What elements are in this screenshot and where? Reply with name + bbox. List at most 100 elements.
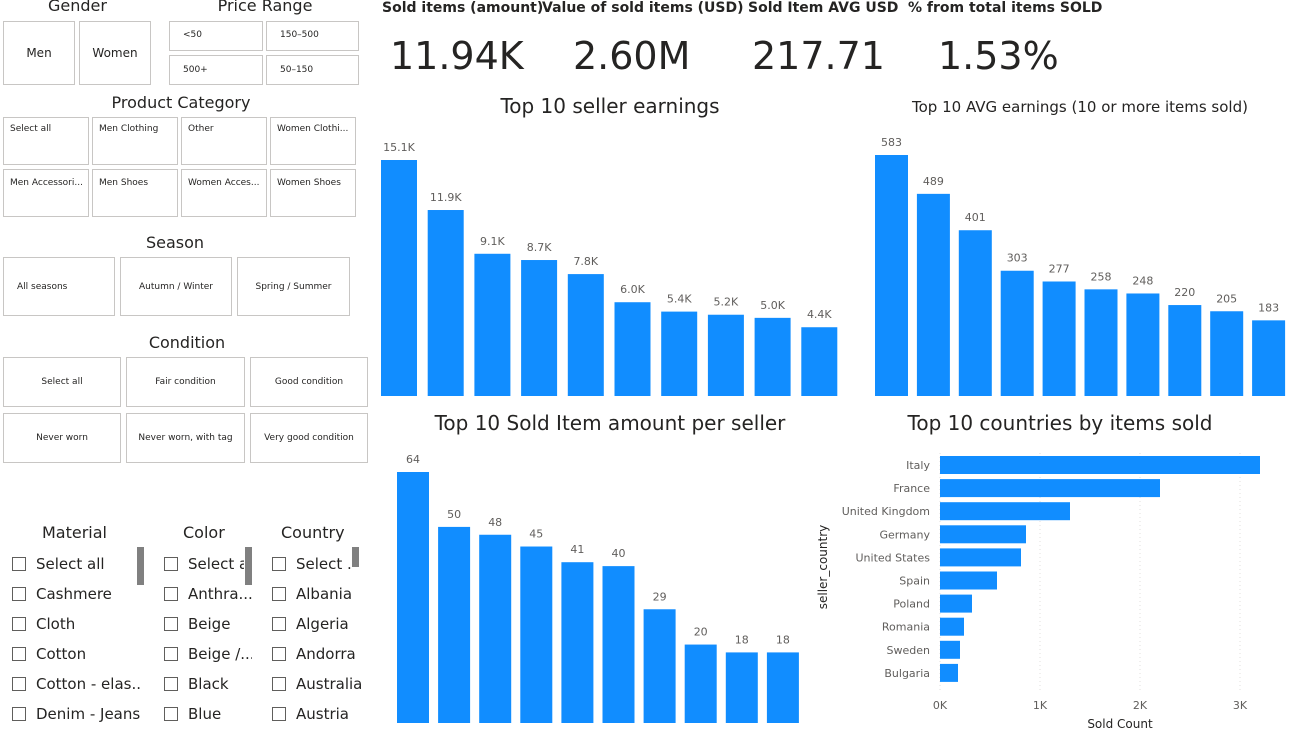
bar[interactable] <box>614 302 651 396</box>
bar[interactable] <box>567 274 604 396</box>
gender-men-button[interactable]: Men <box>3 21 75 85</box>
checkbox-icon[interactable] <box>12 617 26 631</box>
bar[interactable] <box>1000 270 1034 396</box>
material-item-cloth[interactable]: Cloth <box>12 609 140 639</box>
price-50-150-button[interactable]: 50–150 <box>266 55 359 85</box>
country-item-australia[interactable]: Australia <box>272 669 362 699</box>
bar[interactable] <box>1168 305 1202 396</box>
material-item-select-all[interactable]: Select all <box>12 549 140 579</box>
bar[interactable] <box>766 652 799 723</box>
season-all-seasons-button[interactable]: All seasons <box>3 257 115 316</box>
color-item-select-all[interactable]: Select a <box>164 549 244 579</box>
bar[interactable] <box>754 317 791 396</box>
bar[interactable] <box>427 210 464 396</box>
bar[interactable] <box>940 617 964 636</box>
price-under-50-button[interactable]: <50 <box>169 21 263 51</box>
bar[interactable] <box>1252 320 1286 396</box>
bar[interactable] <box>561 562 594 723</box>
chart-sold-amount[interactable]: 64 50 48 45 41 40 29 20 18 18 <box>385 445 810 725</box>
bar[interactable] <box>684 644 717 723</box>
bar[interactable] <box>940 640 960 659</box>
chart-avg-earnings[interactable]: 583 489 401 303 277 258 248 220 205 183 <box>865 130 1295 400</box>
category-men-accessories-button[interactable]: Men Accessori... <box>3 169 89 217</box>
bar[interactable] <box>1126 293 1160 396</box>
condition-never-worn-tag-button[interactable]: Never worn, with tag <box>126 413 245 463</box>
bar[interactable] <box>940 663 958 682</box>
bar[interactable] <box>940 525 1026 544</box>
bar[interactable] <box>661 311 698 396</box>
checkbox-icon[interactable] <box>12 557 26 571</box>
checkbox-icon[interactable] <box>12 587 26 601</box>
bar[interactable] <box>474 253 511 396</box>
bar[interactable] <box>875 155 908 396</box>
season-spring-summer-button[interactable]: Spring / Summer <box>237 257 350 316</box>
condition-fair-button[interactable]: Fair condition <box>126 357 245 407</box>
season-autumn-winter-button[interactable]: Autumn / Winter <box>120 257 232 316</box>
bar[interactable] <box>479 534 512 723</box>
bar[interactable] <box>940 571 997 590</box>
bar[interactable] <box>707 314 744 396</box>
category-other-button[interactable]: Other <box>181 117 267 165</box>
bar[interactable] <box>916 193 950 396</box>
bar[interactable] <box>520 546 553 723</box>
price-150-500-button[interactable]: 150–500 <box>266 21 359 51</box>
checkbox-icon[interactable] <box>12 707 26 721</box>
chart-seller-earnings[interactable]: 15.1K 11.9K 9.1K 8.7K 7.8K 6.0K 5.4K 5.2K 5.0K 4.… <box>370 135 850 400</box>
bar[interactable] <box>940 594 972 613</box>
material-item-cashmere[interactable]: Cashmere <box>12 579 140 609</box>
checkbox-icon[interactable] <box>272 617 286 631</box>
material-item-cotton[interactable]: Cotton <box>12 639 140 669</box>
country-item-select-all[interactable]: Select ... <box>272 549 352 579</box>
color-item-beige-other[interactable]: Beige /... <box>164 639 252 669</box>
material-item-cotton-elastane[interactable]: Cotton - elas... <box>12 669 140 699</box>
category-men-clothing-button[interactable]: Men Clothing <box>92 117 178 165</box>
country-item-andorra[interactable]: Andorra <box>272 639 362 669</box>
category-women-accessories-button[interactable]: Women Acces... <box>181 169 267 217</box>
checkbox-icon[interactable] <box>272 557 286 571</box>
material-item-denim-jeans[interactable]: Denim - Jeans <box>12 699 140 729</box>
chart-countries[interactable]: 0K 1K 2K 3K Italy France United Kingdom Germany… <box>810 445 1300 730</box>
country-scrollbar[interactable] <box>352 547 359 567</box>
condition-never-worn-button[interactable]: Never worn <box>3 413 121 463</box>
condition-very-good-button[interactable]: Very good condition <box>250 413 368 463</box>
bar[interactable] <box>940 548 1021 567</box>
bar[interactable] <box>940 479 1160 498</box>
bar[interactable] <box>602 566 635 723</box>
price-500-plus-button[interactable]: 500+ <box>169 55 263 85</box>
checkbox-icon[interactable] <box>272 587 286 601</box>
bar[interactable] <box>397 472 429 723</box>
checkbox-icon[interactable] <box>164 677 178 691</box>
gender-women-button[interactable]: Women <box>79 21 151 85</box>
color-item-blue[interactable]: Blue <box>164 699 252 729</box>
bar[interactable] <box>801 327 838 396</box>
category-women-shoes-button[interactable]: Women Shoes <box>270 169 356 217</box>
bar[interactable] <box>381 160 417 396</box>
category-select-all-button[interactable]: Select all <box>3 117 89 165</box>
category-men-shoes-button[interactable]: Men Shoes <box>92 169 178 217</box>
color-item-anthracite[interactable]: Anthra... <box>164 579 252 609</box>
country-item-austria[interactable]: Austria <box>272 699 362 729</box>
bar[interactable] <box>940 456 1260 474</box>
checkbox-icon[interactable] <box>12 677 26 691</box>
condition-select-all-button[interactable]: Select all <box>3 357 121 407</box>
category-women-clothing-button[interactable]: Women Clothi... <box>270 117 356 165</box>
color-item-beige[interactable]: Beige <box>164 609 252 639</box>
checkbox-icon[interactable] <box>164 557 178 571</box>
color-scrollbar[interactable] <box>245 547 252 585</box>
checkbox-icon[interactable] <box>272 647 286 661</box>
checkbox-icon[interactable] <box>164 707 178 721</box>
bar[interactable] <box>725 652 758 723</box>
color-item-black[interactable]: Black <box>164 669 252 699</box>
bar[interactable] <box>1042 281 1076 396</box>
country-item-albania[interactable]: Albania <box>272 579 362 609</box>
bar[interactable] <box>521 260 558 396</box>
bar[interactable] <box>438 526 471 723</box>
checkbox-icon[interactable] <box>272 677 286 691</box>
checkbox-icon[interactable] <box>12 647 26 661</box>
country-item-algeria[interactable]: Algeria <box>272 609 362 639</box>
bar[interactable] <box>940 502 1070 521</box>
bar[interactable] <box>958 230 992 396</box>
condition-good-button[interactable]: Good condition <box>250 357 368 407</box>
bar[interactable] <box>643 609 676 723</box>
checkbox-icon[interactable] <box>164 587 178 601</box>
